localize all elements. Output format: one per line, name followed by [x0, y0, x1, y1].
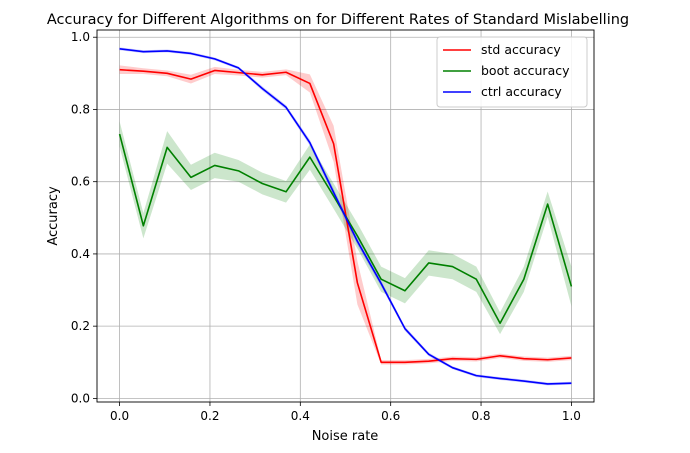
x-axis-label: Noise rate [312, 429, 379, 444]
y-axis-ticks: 0.0 0.2 0.4 0.6 0.8 1.0 [71, 30, 97, 405]
std-accuracy-line [119, 68, 572, 364]
x-tick-label: 0.6 [381, 409, 400, 423]
legend-label-boot: boot accuracy [481, 63, 570, 78]
x-axis-ticks: 0.0 0.2 0.4 0.6 0.8 1.0 [110, 402, 581, 423]
x-tick-label: 0.0 [110, 409, 129, 423]
x-tick-label: 0.8 [471, 409, 490, 423]
legend: std accuracy boot accuracy ctrl accuracy [436, 36, 588, 108]
legend-box [436, 36, 588, 108]
legend-label-ctrl: ctrl accuracy [481, 84, 562, 99]
chart-title: Accuracy for Different Algorithms on for… [47, 12, 629, 28]
plot-frame [96, 29, 595, 403]
y-tick-label: 0.4 [71, 247, 90, 261]
x-tick-label: 0.4 [291, 409, 310, 423]
y-tick-label: 0.0 [71, 391, 90, 405]
y-tick-label: 1.0 [71, 30, 90, 44]
ctrl-accuracy-line [119, 47, 572, 385]
x-tick-label: 1.0 [562, 409, 581, 423]
x-tick-label: 0.2 [200, 409, 219, 423]
legend-label-std: std accuracy [481, 42, 561, 57]
y-tick-label: 0.8 [71, 102, 90, 116]
y-tick-label: 0.2 [71, 319, 90, 333]
y-axis-label: Accuracy [46, 186, 61, 246]
y-tick-label: 0.6 [71, 175, 90, 189]
series-lines [118, 47, 573, 385]
boot-confidence-band [119, 121, 572, 335]
